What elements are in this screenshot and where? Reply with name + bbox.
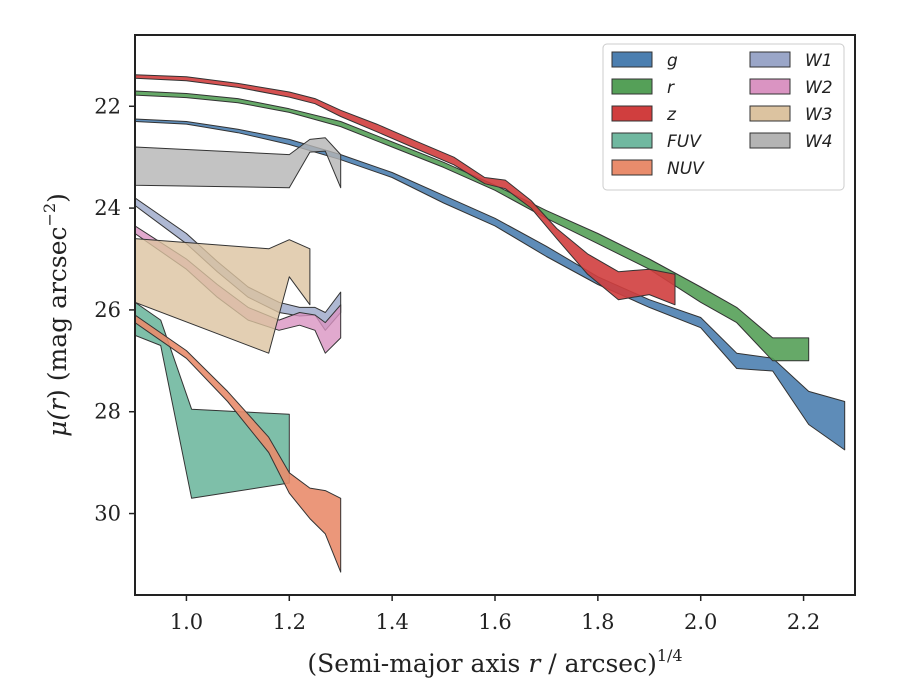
legend-label-W3: W3 xyxy=(805,105,833,125)
legend-label-W4: W4 xyxy=(805,132,833,152)
y-tick-label: 30 xyxy=(94,502,121,526)
x-tick-label: 1.8 xyxy=(581,610,614,634)
legend-label-NUV: NUV xyxy=(667,159,705,179)
x-tick-label: 1.6 xyxy=(478,610,511,634)
legend-swatch-g xyxy=(611,51,653,68)
series-bands xyxy=(135,74,846,573)
x-axis-label: (Semi-major axis r / arcsec)1/4 xyxy=(307,646,682,678)
legend-swatch-W2 xyxy=(749,78,791,95)
y-tick-label: 28 xyxy=(94,400,121,424)
y-tick-label: 26 xyxy=(94,298,121,322)
legend: grz FUV NUV W1 W2 W3 W4 xyxy=(602,43,845,191)
legend-swatch-W1 xyxy=(749,51,791,68)
band-z xyxy=(135,74,676,306)
legend-label-W2: W2 xyxy=(805,78,833,98)
legend-swatch-FUV xyxy=(611,132,653,149)
legend-label-r: r xyxy=(667,78,675,98)
legend-swatch-z xyxy=(611,105,653,122)
x-tick-label: 1.4 xyxy=(375,610,408,634)
x-axis-ticks: 1.0 1.2 1.4 1.6 1.8 2.0 2.2 xyxy=(170,595,820,634)
legend-label-W1: W1 xyxy=(805,51,833,71)
legend-label-g: g xyxy=(667,51,678,71)
y-axis-label: μ(r) (mag arcsec−2) xyxy=(40,193,72,437)
legend-swatch-W4 xyxy=(749,132,791,149)
x-tick-label: 1.0 xyxy=(170,610,203,634)
band-r xyxy=(135,90,810,362)
band-W4 xyxy=(135,137,342,189)
x-tick-label: 1.2 xyxy=(273,610,306,634)
band-g xyxy=(135,118,846,451)
x-tick-label: 2.0 xyxy=(684,610,717,634)
legend-swatch-W3 xyxy=(749,105,791,122)
x-tick-label: 2.2 xyxy=(787,610,820,634)
y-axis-ticks: 22 24 26 28 30 xyxy=(94,94,135,526)
y-tick-label: 24 xyxy=(94,196,121,220)
band-W3 xyxy=(135,238,311,354)
legend-swatch-NUV xyxy=(611,159,653,176)
legend-label-z: z xyxy=(666,105,677,125)
legend-label-FUV: FUV xyxy=(667,132,702,152)
band-NUV xyxy=(135,314,342,573)
y-tick-label: 22 xyxy=(94,94,121,118)
legend-swatch-r xyxy=(611,78,653,95)
